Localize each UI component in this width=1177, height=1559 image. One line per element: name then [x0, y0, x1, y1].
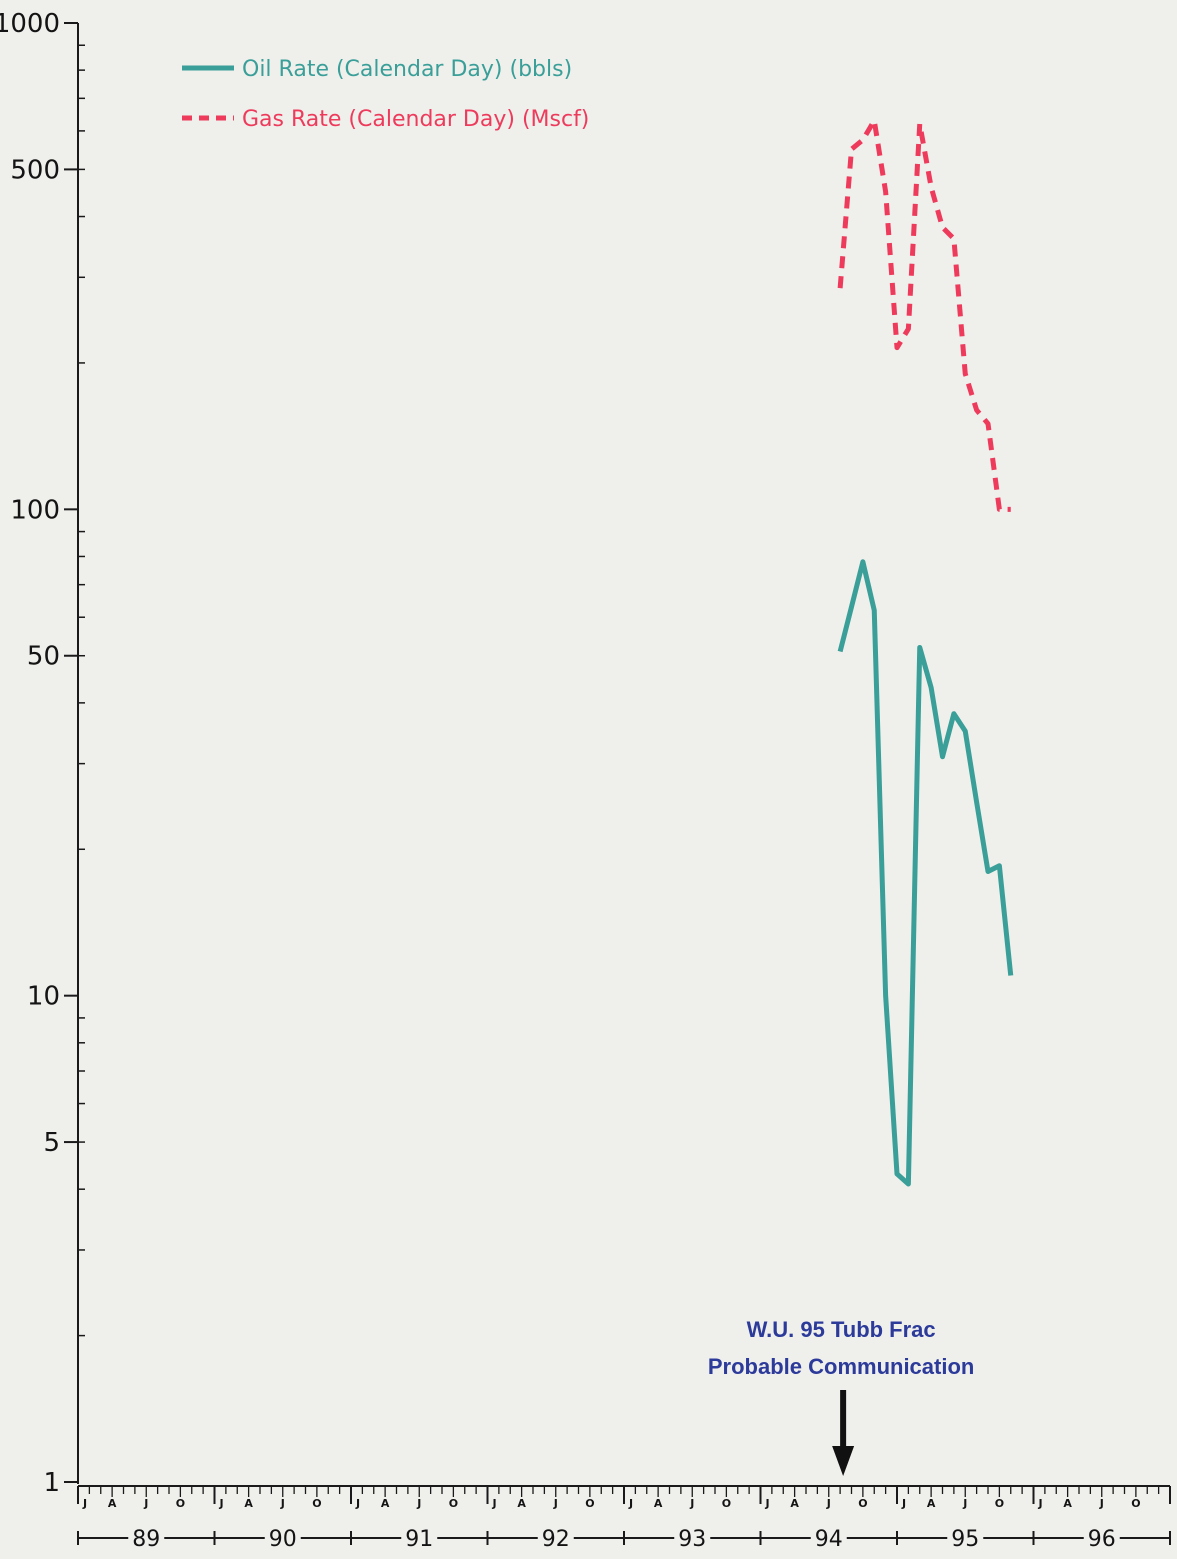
x-month-label: O: [176, 1497, 185, 1510]
axes: [77, 23, 1170, 1487]
x-month-label: A: [381, 1497, 390, 1510]
x-month-label: J: [689, 1497, 694, 1510]
x-month-label: J: [280, 1497, 285, 1510]
x-month-label: J: [764, 1497, 769, 1510]
y-tick-label: 1000: [0, 9, 60, 39]
y-tick-label: 5: [43, 1128, 60, 1158]
year-label: 91: [405, 1527, 433, 1552]
x-month-label: A: [517, 1497, 526, 1510]
year-label: 94: [815, 1527, 843, 1552]
x-month-label: O: [312, 1497, 321, 1510]
year-label: 93: [678, 1527, 706, 1552]
annotation: W.U. 95 Tubb Frac Probable Communication: [708, 1317, 974, 1476]
x-month-label: A: [654, 1497, 663, 1510]
x-month-label: J: [491, 1497, 496, 1510]
x-month-label: A: [790, 1497, 799, 1510]
y-tick-label: 50: [27, 642, 60, 672]
y-tick-label: 10: [27, 982, 60, 1012]
x-month-label: A: [927, 1497, 936, 1510]
legend: Oil Rate (Calendar Day) (bbls) Gas Rate (…: [182, 57, 589, 132]
x-month-label: O: [995, 1497, 1004, 1510]
y-tick-label: 1: [43, 1468, 60, 1498]
annotation-text: Probable Communication: [708, 1354, 974, 1379]
x-month-label: O: [722, 1497, 731, 1510]
x-month-label: J: [143, 1497, 148, 1510]
x-month-label: A: [1063, 1497, 1072, 1510]
annotation-arrow-head: [832, 1446, 855, 1476]
x-month-label: J: [826, 1497, 831, 1510]
x-month-label: J: [628, 1497, 633, 1510]
x-month-label: J: [962, 1497, 967, 1510]
annotation-text: W.U. 95 Tubb Frac: [747, 1317, 936, 1342]
series-group: [837, 118, 1014, 1187]
x-month-label: J: [1037, 1497, 1042, 1510]
x-month-label: A: [108, 1497, 117, 1510]
x-month-label: J: [416, 1497, 421, 1510]
year-label: 92: [542, 1527, 570, 1552]
x-month-label: O: [858, 1497, 867, 1510]
legend-label-oil: Oil Rate (Calendar Day) (bbls): [242, 57, 572, 82]
x-month-label: O: [1131, 1497, 1140, 1510]
y-ticks: 1 5 10 50 100 500 1000: [0, 9, 85, 1498]
x-month-label: J: [901, 1497, 906, 1510]
y-tick-label: 500: [10, 155, 60, 185]
year-label: 95: [951, 1527, 979, 1552]
x-month-label: J: [553, 1497, 558, 1510]
legend-label-gas: Gas Rate (Calendar Day) (Mscf): [242, 107, 589, 132]
y-tick-label: 100: [10, 495, 60, 525]
year-label: 90: [269, 1527, 297, 1552]
x-month-label: J: [82, 1497, 87, 1510]
x-month-label: O: [449, 1497, 458, 1510]
x-month-label: A: [244, 1497, 253, 1510]
year-label: 96: [1088, 1527, 1116, 1552]
x-month-label: J: [1099, 1497, 1104, 1510]
series-line-gas: [837, 118, 1011, 512]
year-label: 89: [132, 1527, 160, 1552]
x-month-label: O: [585, 1497, 594, 1510]
x-ticks: J A J O J A J O J A J O J A J O J A J O J A J O J A J O J A J O 89 90 91 92…: [77, 1486, 1171, 1552]
x-month-label: J: [355, 1497, 360, 1510]
series-line-oil: [837, 559, 1014, 1187]
x-month-label: J: [218, 1497, 223, 1510]
